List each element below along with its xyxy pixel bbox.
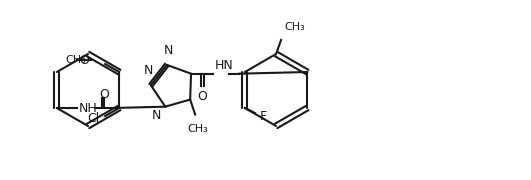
- Text: NH: NH: [79, 102, 98, 114]
- Text: O: O: [79, 53, 89, 66]
- Text: CH₃: CH₃: [65, 55, 86, 65]
- Text: HN: HN: [215, 59, 234, 72]
- Text: N: N: [144, 64, 153, 77]
- Text: O: O: [198, 90, 208, 103]
- Text: O: O: [99, 87, 109, 100]
- Text: Cl: Cl: [87, 111, 99, 125]
- Text: N: N: [164, 44, 174, 57]
- Text: CH₃: CH₃: [284, 22, 305, 32]
- Text: CH₃: CH₃: [188, 123, 209, 134]
- Text: N: N: [152, 109, 161, 122]
- Text: F: F: [259, 109, 267, 123]
